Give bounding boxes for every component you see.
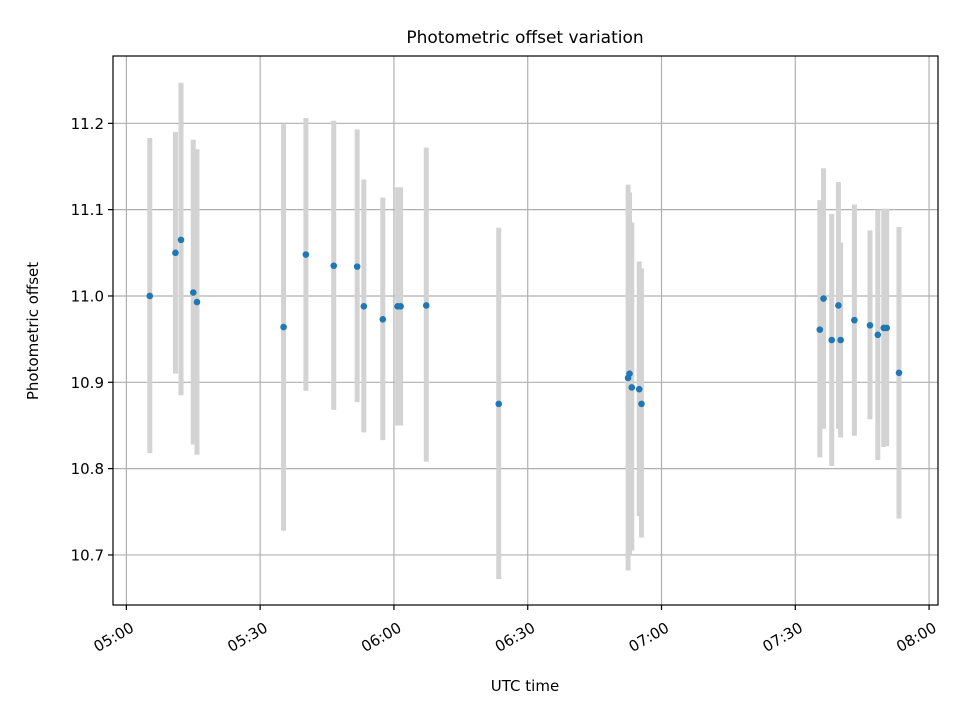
data-point	[189, 289, 197, 296]
y-tick-label: 11.1	[71, 201, 104, 219]
data-point	[874, 331, 882, 339]
y-tick-label: 10.8	[71, 460, 104, 478]
plot-frame	[112, 55, 939, 606]
chart-title: Photometric offset variation	[406, 28, 643, 48]
data-point	[635, 385, 643, 393]
data-point	[360, 303, 368, 310]
data-point	[422, 302, 430, 309]
data-points	[146, 236, 903, 408]
y-tick-label: 11.2	[71, 115, 104, 133]
y-tick-label: 10.9	[71, 374, 104, 392]
y-tick-label: 11.0	[71, 287, 104, 305]
data-point	[837, 336, 844, 344]
data-point	[866, 322, 874, 329]
data-point	[883, 324, 891, 332]
data-point	[828, 336, 836, 344]
data-point	[177, 236, 185, 244]
data-point	[379, 315, 387, 323]
data-point	[628, 384, 636, 391]
y-axis-label: Photometric offset	[24, 262, 42, 400]
data-point	[302, 251, 310, 258]
data-point	[193, 298, 201, 306]
data-point	[816, 326, 824, 333]
data-point	[835, 302, 842, 309]
data-point	[330, 262, 338, 270]
y-axis-ticks: 10.7 10.8 10.9 11.0 11.1 11.2	[71, 115, 113, 564]
y-tick-label: 10.7	[71, 546, 104, 564]
data-point	[820, 295, 827, 302]
data-point	[638, 400, 645, 408]
data-point	[353, 263, 361, 270]
data-point	[626, 370, 633, 377]
data-point	[280, 323, 287, 331]
data-point	[172, 249, 179, 257]
grid-lines	[113, 56, 938, 605]
data-point	[146, 292, 154, 300]
data-point	[851, 316, 858, 324]
x-axis-label: UTC time	[491, 677, 559, 695]
data-point	[495, 400, 503, 408]
data-point	[397, 303, 404, 310]
data-point	[895, 369, 903, 377]
